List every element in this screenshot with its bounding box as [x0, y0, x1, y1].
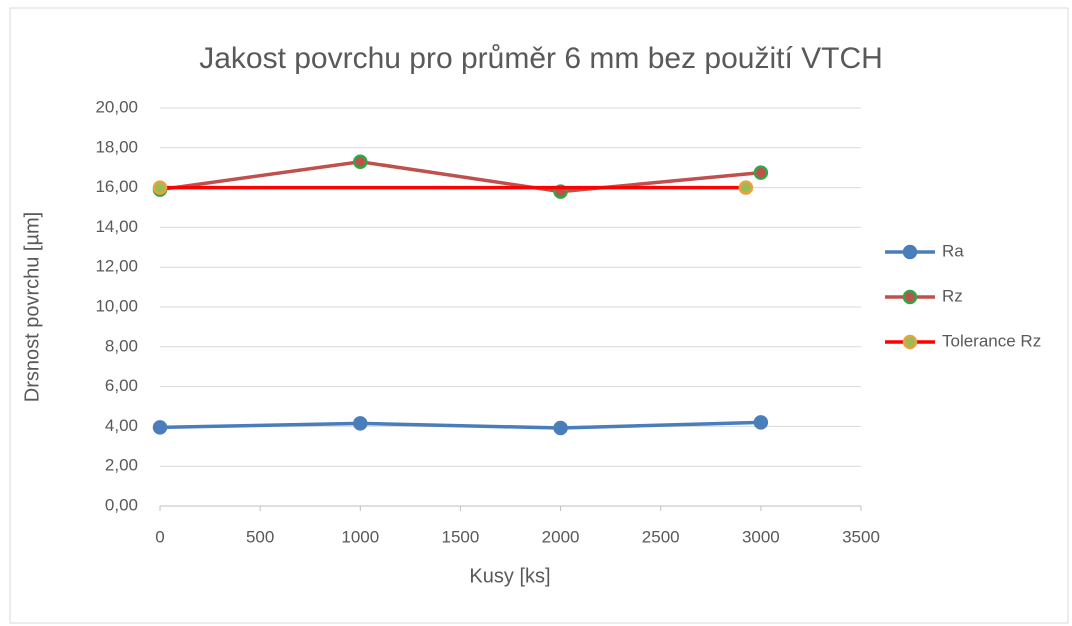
marker [152, 180, 168, 195]
y-tick-label: 8,00 [105, 336, 138, 355]
y-tick-label: 12,00 [95, 257, 138, 276]
series-line [159, 159, 762, 194]
legend-marker [902, 334, 918, 350]
legend-marker [902, 244, 918, 260]
x-tick-label: 0 [155, 527, 164, 546]
legend-marker [902, 289, 918, 305]
series-line [159, 420, 761, 430]
x-axis-label: Kusy [ks] [469, 565, 550, 587]
legend-label: Rz [942, 286, 963, 305]
y-tick-label: 2,00 [105, 456, 138, 475]
y-tick-label: 6,00 [105, 376, 138, 395]
x-tick-label: 2000 [542, 527, 580, 546]
marker [753, 415, 769, 430]
x-tick-label: 1500 [442, 527, 480, 546]
y-tick-label: 14,00 [95, 217, 138, 236]
y-tick-label: 4,00 [105, 416, 138, 435]
marker [553, 420, 568, 436]
x-tick-label: 1000 [341, 527, 379, 546]
y-tick-label: 10,00 [95, 296, 138, 315]
x-tick-label: 2500 [642, 527, 680, 546]
x-tick-label: 500 [246, 527, 274, 546]
y-tick-label: 16,00 [95, 177, 138, 196]
marker [353, 416, 368, 431]
marker [738, 180, 754, 195]
chart-border [9, 7, 1069, 624]
y-axis-label: Drsnost povrchu [µm] [21, 212, 43, 402]
legend-label: Ra [942, 241, 964, 260]
marker [152, 420, 168, 435]
y-tick-label: 20,00 [95, 97, 138, 116]
marker [753, 165, 769, 180]
x-tick-label: 3000 [742, 527, 780, 546]
x-tick-label: 3500 [842, 527, 880, 546]
legend-label: Tolerance Rz [942, 331, 1041, 350]
chart-title: Jakost povrchu pro průměr 6 mm bez použi… [199, 42, 883, 75]
marker [353, 154, 368, 169]
y-tick-label: 0,00 [105, 495, 138, 514]
y-tick-label: 18,00 [95, 137, 138, 156]
